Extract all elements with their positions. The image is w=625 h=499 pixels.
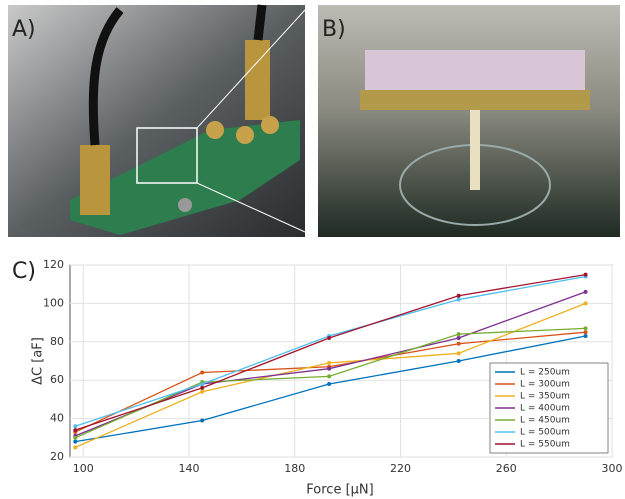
point (200, 370, 205, 375)
y-tick-label: 40 (50, 412, 64, 425)
point (583, 272, 588, 277)
legend-label: L = 550um (520, 440, 570, 450)
point (327, 366, 332, 371)
point (583, 301, 588, 306)
y-tick-label: 120 (43, 258, 64, 271)
x-tick-label: 140 (178, 462, 199, 475)
y-axis-label: ΔC [aF] (31, 337, 46, 385)
point (327, 374, 332, 379)
point (456, 341, 461, 346)
point (583, 334, 588, 339)
point (327, 360, 332, 365)
point (327, 335, 332, 340)
y-tick-label: 100 (43, 296, 64, 309)
y-tick-label: 80 (50, 335, 64, 348)
point (200, 389, 205, 394)
point (73, 445, 78, 450)
panel-label: A) (12, 17, 36, 42)
x-tick-label: 180 (284, 462, 305, 475)
x-tick-label: 300 (602, 462, 623, 475)
point (73, 428, 78, 433)
y-tick-label: 60 (50, 373, 64, 386)
point (73, 439, 78, 444)
legend-label: L = 250um (520, 368, 570, 378)
legend-label: L = 300um (520, 380, 570, 390)
panel-label: B) (322, 17, 346, 42)
y-tick-label: 20 (50, 450, 64, 463)
legend-label: L = 400um (520, 404, 570, 414)
point (200, 385, 205, 390)
point (200, 382, 205, 387)
x-tick-label: 260 (496, 462, 517, 475)
point (73, 424, 78, 429)
x-axis-label: Force [μN] (306, 483, 373, 498)
legend-label: L = 500um (520, 428, 570, 438)
point (583, 330, 588, 335)
legend-label: L = 350um (520, 392, 570, 402)
point (200, 418, 205, 423)
point (73, 435, 78, 440)
photo-a (8, 4, 306, 237)
legend-label: L = 450um (520, 416, 570, 426)
point (456, 293, 461, 298)
x-tick-label: 100 (73, 462, 94, 475)
point (456, 297, 461, 302)
point (456, 332, 461, 337)
point (456, 351, 461, 356)
point (456, 359, 461, 363)
point (583, 289, 588, 294)
point (327, 382, 332, 387)
point (583, 326, 588, 331)
x-tick-label: 220 (390, 462, 411, 475)
photo-b (318, 5, 620, 237)
point (456, 335, 461, 340)
panel-label: C) (12, 259, 36, 284)
